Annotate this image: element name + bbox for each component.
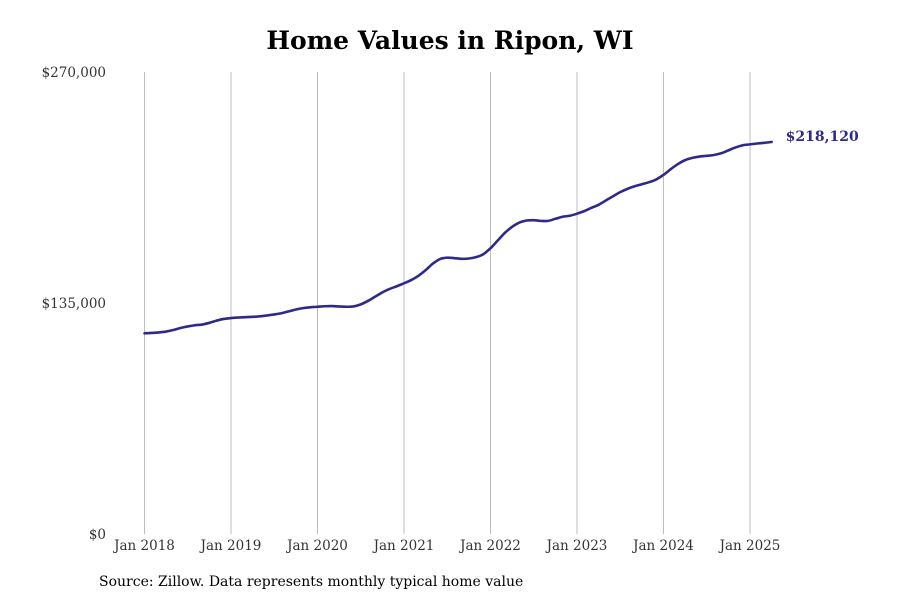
x-tick-label: Jan 2022: [458, 538, 521, 554]
y-axis-ticks: $0 $135,000 $270,000: [42, 65, 106, 543]
x-tick-label: Jan 2021: [372, 538, 435, 554]
y-tick-label: $0: [89, 527, 106, 543]
x-tick-label: Jan 2019: [199, 538, 262, 554]
series-line: [143, 140, 773, 335]
gridlines: [144, 72, 751, 534]
source-note: Source: Zillow. Data represents monthly …: [99, 574, 524, 590]
y-tick-label: $270,000: [42, 65, 106, 81]
x-tick-label: Jan 2025: [718, 538, 781, 554]
x-axis-ticks: Jan 2018 Jan 2019 Jan 2020 Jan 2021 Jan 2022…: [112, 538, 780, 554]
end-value-label: $218,120: [786, 129, 859, 145]
series-layer: [143, 140, 773, 335]
x-tick-label: Jan 2024: [631, 538, 694, 554]
x-tick-label: Jan 2023: [545, 538, 608, 554]
x-tick-label: Jan 2020: [285, 538, 348, 554]
chart-title: Home Values in Ripon, WI: [266, 26, 634, 55]
x-tick-label: Jan 2018: [112, 538, 175, 554]
y-tick-label: $135,000: [42, 296, 106, 312]
